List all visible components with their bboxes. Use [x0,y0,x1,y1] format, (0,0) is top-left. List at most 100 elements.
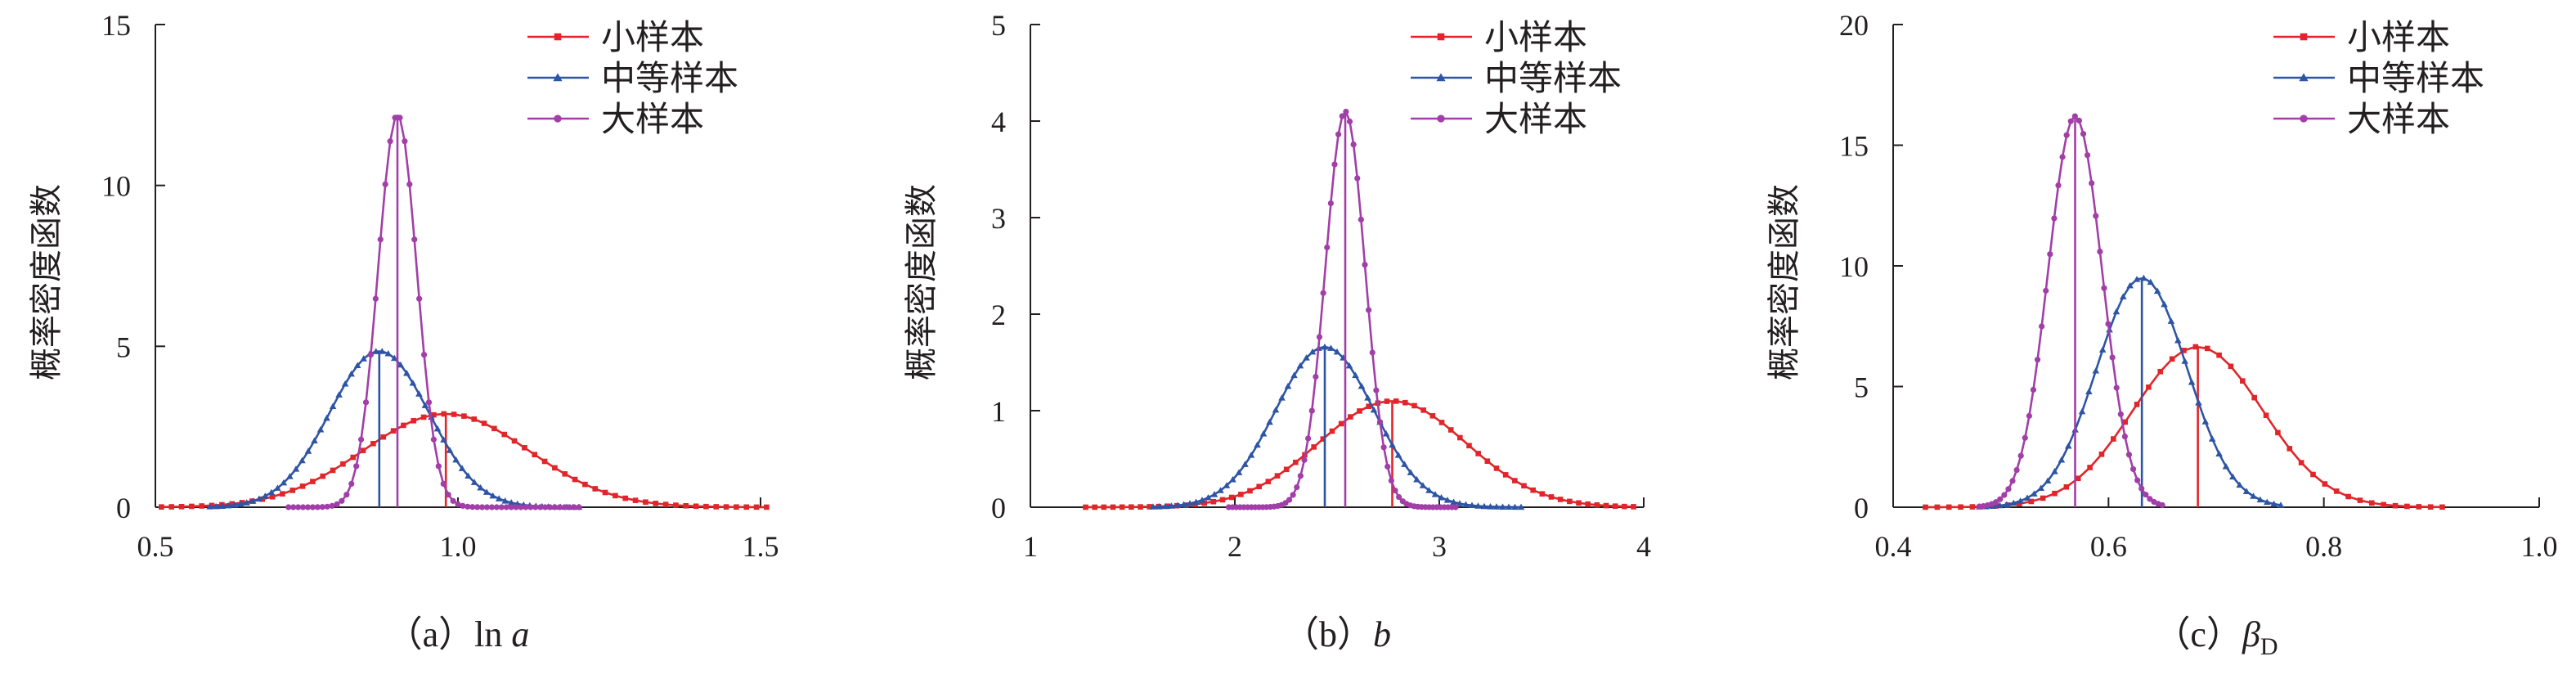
data-point [335,391,343,398]
data-point [292,465,300,472]
data-point [2022,434,2028,441]
data-point [1402,399,1408,406]
data-point [341,380,349,387]
data-point [231,501,238,508]
data-point [2119,293,2127,299]
data-point [206,503,213,510]
data-point [461,413,467,419]
data-point [1425,487,1433,493]
x-tick-label: 2 [1227,530,1242,563]
data-point [329,502,335,509]
y-tick-label: 0 [116,492,131,524]
data-point [1156,503,1163,510]
series-1 [1083,398,1636,510]
data-point [299,483,306,489]
data-point [1438,420,1445,425]
data-point [269,493,276,500]
data-point [1293,459,1299,465]
data-point [1548,494,1555,500]
data-point [479,504,486,510]
y-tick-label: 1 [991,395,1006,428]
panel-c: 0 5 10 15 20 0.4 0.6 0.8 1.0 概率密度函数 （c）βD 小样本中等样本大样… [1766,9,2558,660]
data-point [1407,469,1415,475]
data-point [280,491,285,497]
data-point [1380,444,1387,451]
data-point [1217,487,1224,493]
data-point [491,425,497,432]
data-point [470,479,478,485]
data-point [1505,503,1513,510]
data-point [1456,500,1464,506]
data-point [481,420,487,426]
x-tick-label: 1.0 [2521,530,2558,563]
data-point [1413,475,1420,483]
data-point [482,488,491,495]
series-2 [1976,274,2285,510]
data-point [2392,502,2399,509]
data-point [209,502,215,509]
data-point [2134,477,2141,483]
y-tick-label: 20 [1839,9,1869,42]
data-point [1324,244,1331,251]
data-point [339,497,345,504]
data-point [367,351,375,358]
data-point [1247,488,1253,494]
data-point [2147,496,2153,502]
data-point [2017,452,2024,459]
data-point [2159,501,2165,509]
data-point [2051,215,2058,222]
data-point [2034,357,2041,363]
data-point [2242,488,2251,494]
data-point [2087,465,2093,470]
legend-marker [554,33,562,41]
data-point [2174,336,2182,344]
data-point [1329,428,1335,434]
data-point [2345,493,2351,500]
data-point [401,422,406,429]
data-point [1511,503,1519,510]
data-point [469,504,476,510]
data-point [2153,287,2161,295]
data-point [572,476,578,483]
data-point [2204,345,2210,352]
data-point [353,463,360,470]
data-point [537,504,544,510]
data-point [532,452,538,457]
data-point [1283,466,1290,473]
legend-marker [1437,33,1445,41]
data-point [2009,499,2017,506]
data-point [1431,491,1439,497]
data-point [523,504,529,510]
data-point [495,495,503,501]
data-point [2228,363,2234,370]
data-point [2181,348,2187,353]
data-point [420,351,428,358]
data-point [298,456,306,464]
y-tick-label: 15 [101,9,131,42]
data-point [1327,344,1335,351]
data-point [2063,132,2070,138]
data-point [1487,503,1494,510]
data-point [391,354,398,362]
data-point [199,503,205,509]
data-point [1110,504,1116,510]
data-point [2098,346,2107,353]
data-point [1168,502,1175,509]
data-point [360,447,366,453]
data-point [2287,446,2293,452]
data-point [1296,362,1304,369]
data-point [713,504,720,510]
data-point [2333,488,2340,494]
data-point [1993,499,1999,506]
data-point [2085,388,2093,395]
data-point [1576,500,1582,506]
data-point [1366,403,1371,409]
data-point [255,495,263,502]
data-point [2125,452,2133,458]
data-point [764,504,770,510]
data-point [1394,452,1402,458]
data-point [2037,484,2045,491]
data-point [1278,394,1286,401]
